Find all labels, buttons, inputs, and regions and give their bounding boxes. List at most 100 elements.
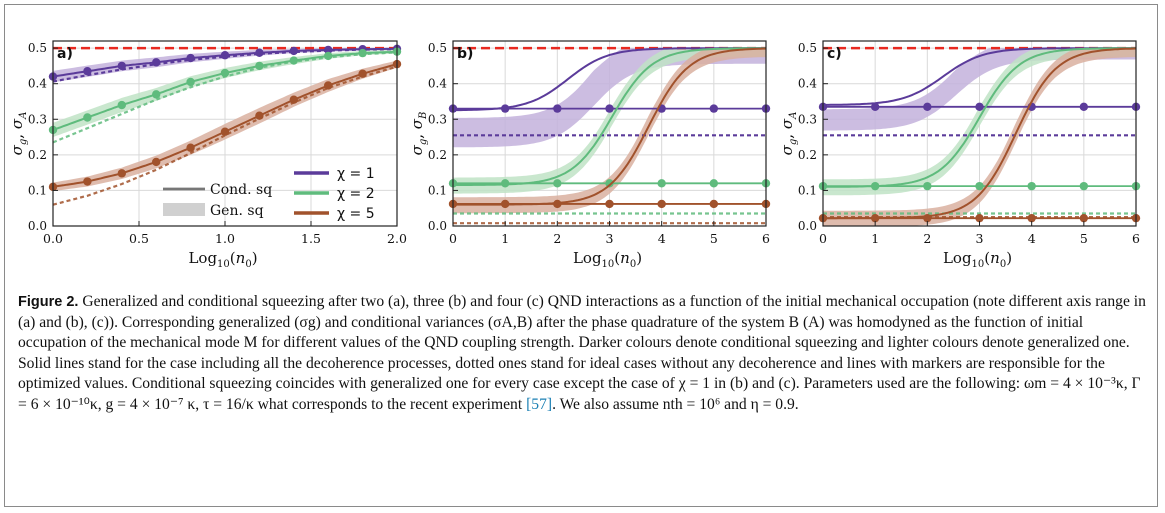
y-tick-label: 0.1 [28, 183, 47, 197]
optimized-marker-chi2 [500, 179, 510, 188]
optimized-marker-chi2 [117, 100, 127, 110]
optimized-marker-chi2 [1027, 181, 1036, 191]
optimized-marker-chi1 [186, 53, 195, 63]
x-tick-label: 5 [1080, 231, 1088, 246]
optimized-marker-chi2 [553, 179, 562, 188]
y-axis-label: σg, σA [8, 112, 29, 156]
y-tick-label: 0.5 [798, 41, 817, 55]
legend: Cond. sq Gen. sq χ = 1 χ = 2 χ = 5 [163, 166, 375, 222]
y-tick-label: 0.3 [28, 112, 47, 126]
y-tick-label: 0.5 [28, 41, 47, 55]
figure-plots: 0.0 0.1 0.2 0.3 0.4 0.5 0.0 0.5 1.0 1.5 2.0 a) Log10… [8, 40, 1141, 270]
optimized-marker-chi1 [923, 102, 932, 112]
optimized-marker-chi2 [657, 179, 666, 188]
y-tick-label: 0.1 [798, 183, 817, 197]
y-tick-label: 0.5 [428, 41, 447, 55]
optimized-marker-chi5 [870, 213, 880, 223]
optimized-marker-chi1 [1079, 102, 1089, 112]
optimized-marker-chi1 [605, 104, 614, 113]
x-tick-label: 0 [819, 231, 827, 246]
y-tick-label: 0.3 [428, 112, 447, 126]
optimized-marker-chi2 [255, 61, 264, 71]
optimized-marker-chi5 [500, 199, 510, 209]
optimized-marker-chi1 [975, 102, 984, 112]
y-tick-label: 0.1 [428, 183, 447, 197]
optimized-marker-chi1 [709, 104, 719, 113]
optimized-marker-chi2 [975, 181, 984, 191]
y-tick-label: 0.0 [798, 219, 817, 233]
optimized-marker-chi5 [358, 69, 367, 78]
optimized-marker-chi5 [1027, 213, 1036, 223]
x-tick-label: 0 [449, 231, 457, 246]
optimized-marker-chi5 [975, 213, 984, 223]
optimized-marker-chi5 [605, 199, 614, 209]
x-tick-label: 1 [871, 231, 879, 246]
citation-link[interactable]: [57] [526, 395, 553, 413]
optimized-marker-chi2 [220, 68, 230, 78]
optimized-marker-chi5 [220, 127, 230, 136]
panel-label: c) [827, 46, 842, 62]
x-tick-label: 5 [710, 231, 718, 246]
optimized-marker-chi5 [83, 177, 92, 186]
x-tick-label: 1 [501, 231, 509, 246]
optimized-marker-chi5 [553, 199, 562, 209]
optimized-marker-chi5 [923, 213, 932, 223]
optimized-marker-chi1 [553, 104, 562, 113]
caption-end: . We also assume nth = 10⁶ and η = 0.9. [552, 395, 799, 413]
optimized-marker-chi5 [289, 95, 298, 104]
optimized-marker-chi5 [186, 143, 195, 152]
optimized-marker-chi5 [117, 169, 127, 178]
gen-band-chi1 [453, 48, 766, 148]
optimized-marker-chi5 [152, 157, 161, 167]
gen-band-chi5 [823, 48, 1136, 226]
gen-band-chi1 [823, 48, 1136, 131]
panel-1: 0.0 0.1 0.2 0.3 0.4 0.5 0.0 0.5 1.0 1.5 2.0 a) Log10… [8, 40, 407, 270]
panel-label: b) [457, 46, 473, 62]
x-tick-label: 2 [553, 231, 561, 246]
x-tick-label: 4 [1028, 231, 1036, 246]
optimized-marker-chi2 [83, 113, 92, 122]
y-tick-label: 0.4 [428, 77, 447, 91]
optimized-marker-chi2 [152, 90, 161, 99]
panel-3: 0.0 0.1 0.2 0.3 0.4 0.5 0 1 2 3 4 5 6 c) Log10(n0) σg, … [778, 40, 1141, 270]
y-tick-label: 0.4 [28, 77, 47, 91]
optimized-marker-chi2 [358, 48, 367, 58]
panel-2: 0.0 0.1 0.2 0.3 0.4 0.5 0 1 2 3 4 5 6 b) Log10(n0) σg, … [408, 40, 771, 270]
optimized-marker-chi1 [324, 45, 333, 55]
x-axis-label: Log10(n0) [188, 249, 257, 270]
optimized-marker-chi2 [605, 179, 614, 188]
figure-caption: Figure 2. Generalized and conditional sq… [18, 292, 1146, 416]
optimized-marker-chi5 [324, 81, 333, 90]
legend-chi2-label: χ = 2 [337, 186, 375, 202]
x-tick-label: 6 [1132, 231, 1140, 246]
x-axis-label: Log10(n0) [573, 249, 642, 270]
y-axis-label: σg, σB [408, 112, 429, 156]
optimized-marker-chi5 [1079, 213, 1089, 223]
x-tick-label: 6 [762, 231, 770, 246]
legend-gen-swatch [163, 203, 205, 216]
optimized-marker-chi1 [83, 67, 92, 76]
legend-chi5-label: χ = 5 [337, 206, 375, 222]
gen-band-chi2 [823, 48, 1136, 196]
x-tick-label: 0.5 [129, 231, 149, 246]
optimized-marker-chi1 [255, 48, 264, 57]
legend-cond-label: Cond. sq [210, 182, 272, 198]
optimized-marker-chi1 [152, 58, 161, 67]
optimized-marker-chi2 [186, 77, 195, 87]
y-tick-label: 0.0 [28, 219, 47, 233]
x-tick-label: 3 [976, 231, 984, 246]
optimized-marker-chi2 [324, 51, 333, 61]
x-tick-label: 1.0 [215, 231, 235, 246]
ideal-dotted-chi5 [52, 65, 398, 206]
figure-label: Figure 2. [18, 294, 79, 310]
optimized-marker-chi5 [657, 199, 666, 209]
x-tick-label: 2 [923, 231, 931, 246]
y-tick-label: 0.2 [28, 148, 47, 162]
optimized-marker-chi2 [709, 179, 719, 188]
figure-frame: 0.0 0.1 0.2 0.3 0.4 0.5 0.0 0.5 1.0 1.5 2.0 a) Log10… [4, 4, 1158, 507]
y-tick-label: 0.2 [798, 148, 817, 162]
y-tick-label: 0.3 [798, 112, 817, 126]
x-tick-label: 4 [658, 231, 666, 246]
x-tick-label: 0.0 [43, 231, 63, 246]
optimized-marker-chi1 [117, 61, 127, 71]
